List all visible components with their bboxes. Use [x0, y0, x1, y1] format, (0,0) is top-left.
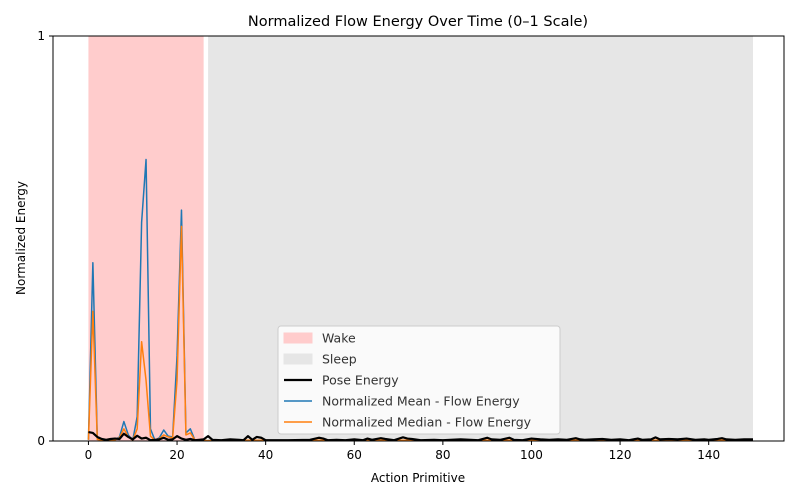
legend-label-normalized-mean-flow-energy: Normalized Mean - Flow Energy: [322, 394, 520, 409]
legend-swatch-wake: [284, 333, 312, 343]
chart-title: Normalized Flow Energy Over Time (0–1 Sc…: [248, 14, 588, 30]
x-axis-label: Action Primitive: [371, 471, 465, 485]
legend-label-sleep: Sleep: [322, 352, 357, 367]
x-tick-label: 80: [435, 448, 450, 462]
legend-label-normalized-median-flow-energy: Normalized Median - Flow Energy: [322, 415, 532, 430]
plot-area: 0 20 40 60 80 100 120 140 0 1 Wake Sleep Pose Energy…: [37, 29, 784, 462]
x-tick-label: 120: [609, 448, 632, 462]
x-tick-label: 0: [85, 448, 93, 462]
y-tick-label: 0: [37, 434, 45, 448]
x-tick-label: 100: [520, 448, 543, 462]
legend-label-wake: Wake: [322, 331, 356, 346]
x-tick-label: 40: [258, 448, 273, 462]
legend-swatch-sleep: [284, 354, 312, 364]
x-tick-label: 60: [347, 448, 362, 462]
y-axis-label: Normalized Energy: [14, 181, 28, 295]
legend-label-pose-energy: Pose Energy: [322, 373, 399, 388]
x-tick-label: 20: [169, 448, 184, 462]
legend: Wake Sleep Pose Energy Normalized Mean - Fl…: [278, 326, 560, 434]
x-tick-label: 140: [697, 448, 720, 462]
y-tick-label: 1: [37, 29, 45, 43]
